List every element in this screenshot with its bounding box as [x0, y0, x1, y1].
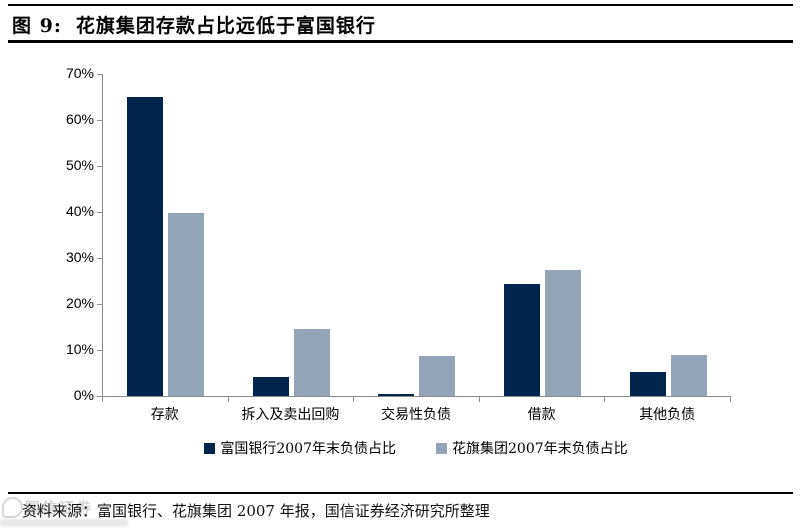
- bar: [168, 212, 205, 396]
- y-axis-tick-label: 50%: [65, 157, 94, 173]
- legend-item-wells-fargo: 富国银行2007年末负债占比: [204, 438, 396, 458]
- x-axis-category-label: 存款: [150, 407, 179, 423]
- y-axis-tick-label: 30%: [65, 249, 94, 265]
- x-axis-tick: [353, 397, 355, 402]
- legend-label-wells-fargo: 富国银行2007年末负债占比: [220, 441, 396, 457]
- watermark-logo-icon: [2, 497, 23, 518]
- x-axis-category-label: 借款: [527, 407, 556, 423]
- title-underline-rule: [8, 40, 793, 43]
- x-axis-category-label: 其他负债: [639, 407, 696, 423]
- figure-title-text: 花旗集团存款占比远低于富国银行: [75, 15, 376, 37]
- bar-group: [480, 74, 606, 396]
- bar-group: [103, 74, 229, 396]
- y-axis-tick: [97, 304, 102, 305]
- bar-group: [229, 74, 355, 396]
- chart-legend: 富国银行2007年末负债占比 花旗集团2007年末负债占比: [102, 438, 730, 458]
- y-axis-tick-label: 40%: [65, 203, 94, 219]
- x-axis-tick: [604, 397, 606, 402]
- legend-label-citigroup: 花旗集团2007年末负债占比: [452, 441, 628, 457]
- bar-group: [605, 74, 731, 396]
- y-axis-tick-label: 0%: [73, 387, 94, 403]
- bar: [670, 355, 707, 396]
- legend-swatch-wells-fargo: [204, 442, 216, 454]
- plot-area: [102, 74, 731, 397]
- x-axis-category-label: 交易性负债: [380, 407, 451, 423]
- bar: [252, 376, 289, 396]
- figure-title: 图 9: 花旗集团存款占比远低于富国银行: [12, 11, 376, 38]
- figure-label: 图 9:: [12, 15, 62, 37]
- watermark: 国信证券: [2, 497, 93, 518]
- bar-group: [354, 74, 480, 396]
- bar: [629, 371, 666, 396]
- y-axis-tick-label: 10%: [65, 341, 94, 357]
- bar: [419, 356, 456, 396]
- top-rule: [8, 4, 793, 6]
- x-axis-category-label: 拆入及卖出回购: [241, 407, 340, 423]
- y-axis-tick: [97, 166, 102, 167]
- watermark-smudge: [0, 519, 128, 527]
- x-axis-tick: [102, 397, 103, 402]
- y-axis-tick: [97, 212, 102, 213]
- y-axis-tick: [97, 74, 102, 75]
- y-axis-tick-label: 20%: [65, 295, 94, 311]
- y-axis-tick: [97, 350, 102, 351]
- y-axis-tick-label: 60%: [65, 111, 94, 127]
- x-axis-tick: [478, 397, 480, 402]
- source-note: 资料来源：富国银行、花旗集团 2007 年报，国信证券经济研究所整理: [22, 502, 490, 520]
- y-axis-tick: [97, 396, 102, 397]
- bar: [127, 97, 164, 396]
- x-axis-tick: [227, 397, 229, 402]
- bar: [378, 394, 415, 396]
- bar: [504, 283, 541, 396]
- bar: [545, 269, 582, 396]
- footer-rule: [8, 492, 793, 494]
- x-axis-tick: [730, 397, 731, 402]
- legend-swatch-citigroup: [436, 442, 447, 454]
- y-axis-tick: [97, 120, 102, 121]
- bar: [293, 329, 330, 396]
- watermark-text: 国信证券: [25, 499, 94, 517]
- y-axis-tick-label: 70%: [65, 65, 94, 81]
- y-axis-tick: [97, 258, 102, 259]
- legend-item-citigroup: 花旗集团2007年末负债占比: [436, 438, 628, 458]
